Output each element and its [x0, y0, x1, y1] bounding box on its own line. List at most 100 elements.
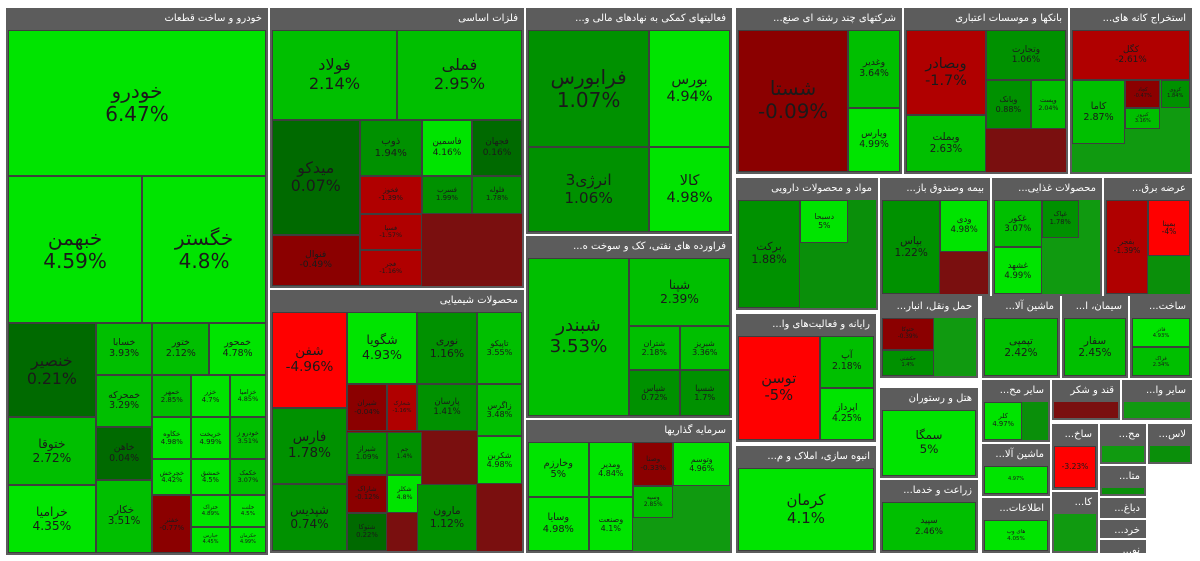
- sector[interactable]: حمل ونقل، انبار... حتوکا -0.39% حکشتی 1.4%: [880, 296, 978, 378]
- stock-tile[interactable]: خرامیا 4.35%: [8, 485, 96, 553]
- stock-tile[interactable]: تپمپی 2.42%: [984, 318, 1058, 376]
- sector[interactable]: مواد و محصولات دارویی برکت 1.88% دسبحا 5%: [736, 178, 878, 310]
- stock-tile[interactable]: خکاوه 4.98%: [152, 417, 192, 459]
- stock-tile[interactable]: جم 1.4%: [387, 431, 422, 475]
- stock-tile[interactable]: وسایا 4.98%: [528, 496, 589, 551]
- sector[interactable]: ماشین آلا... 4.97%: [982, 444, 1050, 496]
- stock-tile[interactable]: خفنر -0.77%: [152, 495, 192, 553]
- stock-tile[interactable]: شپنا 2.39%: [629, 258, 730, 326]
- stock-tile[interactable]: فلوله 1.78%: [472, 175, 522, 215]
- stock-tile[interactable]: کپرور 3.16%: [1125, 108, 1161, 130]
- stock-tile[interactable]: شبریز 3.36%: [679, 325, 730, 371]
- stock-tile[interactable]: شفن -4.96%: [272, 312, 347, 408]
- sector[interactable]: فراورده های نفتی، کک و سوخت ه... شبندر 3.5…: [526, 236, 732, 418]
- stock-tile[interactable]: فرابورس 1.07%: [528, 30, 650, 148]
- sector[interactable]: مح...: [1100, 424, 1146, 464]
- stock-tile[interactable]: فسپا -1.57%: [359, 214, 422, 251]
- stock-tile[interactable]: توسن -5%: [738, 336, 820, 440]
- stock-tile[interactable]: فسرب 1.99%: [422, 175, 472, 215]
- stock-tile[interactable]: 4.97%: [984, 466, 1048, 494]
- stock-tile[interactable]: فولاد 2.14%: [272, 30, 397, 120]
- stock-tile[interactable]: اپرداز 4.25%: [819, 388, 874, 440]
- stock-tile[interactable]: خاهن 0.04%: [95, 427, 153, 480]
- sector[interactable]: ساير مح... کلر 4.97%: [982, 380, 1050, 442]
- stock-tile[interactable]: شسپا 1.7%: [679, 370, 730, 416]
- stock-tile[interactable]: نوری 1.16%: [417, 312, 477, 384]
- stock-tile[interactable]: وپارس 4.99%: [848, 108, 900, 172]
- stock-tile[interactable]: خمحور 4.78%: [209, 322, 266, 376]
- stock-tile[interactable]: فنوال -0.49%: [272, 234, 360, 286]
- stock-tile[interactable]: مارون 1.12%: [417, 484, 477, 551]
- stock-tile[interactable]: شستا -0.09%: [738, 30, 849, 172]
- stock-tile[interactable]: ذوب 1.94%: [359, 119, 422, 176]
- stock-tile[interactable]: وصنعت 4.1%: [588, 496, 634, 551]
- stock-tile[interactable]: فخوز -1.39%: [359, 175, 422, 215]
- stock-tile[interactable]: بپاس 1.22%: [882, 200, 941, 294]
- stock-tile[interactable]: وبصادر -1.7%: [906, 30, 986, 116]
- stock-tile[interactable]: خلنت 4.5%: [229, 495, 266, 527]
- stock-tile[interactable]: کگل -2.61%: [1072, 30, 1190, 80]
- stock-tile[interactable]: وسپه 2.85%: [633, 485, 674, 519]
- stock-tile[interactable]: وصنا -0.33%: [633, 442, 674, 486]
- stock-tile[interactable]: شپاس 0.72%: [629, 370, 680, 416]
- stock-tile[interactable]: وتوسم 4.96%: [673, 442, 730, 486]
- stock-tile[interactable]: دسبحا 5%: [800, 200, 849, 244]
- stock-tile[interactable]: فراک 2.34%: [1132, 347, 1190, 376]
- stock-tile[interactable]: ختور 2.12%: [152, 322, 210, 376]
- stock-tile[interactable]: وتجارت 1.06%: [986, 30, 1066, 80]
- stock-tile[interactable]: شیراز 1.09%: [347, 431, 387, 475]
- stock-tile[interactable]: کلر 4.97%: [984, 402, 1023, 440]
- stock-tile[interactable]: شگویا 4.93%: [347, 312, 417, 384]
- stock-tile[interactable]: کروی 1.84%: [1160, 79, 1190, 109]
- stock-tile[interactable]: ختوقا 2.72%: [8, 417, 96, 485]
- stock-tile[interactable]: -3.23%: [1054, 446, 1096, 488]
- stock-tile[interactable]: خزر 4.7%: [191, 375, 230, 417]
- sector[interactable]: فلزات اساسی فولاد 2.14% فملی 2.95% میدکو 0.07%…: [270, 8, 524, 288]
- sector[interactable]: اطلاعات... های وب 4.05%: [982, 498, 1050, 553]
- sector[interactable]: محصولات غذایی... غکور 3.07% غپاک 1.78% غشهد 4.…: [992, 178, 1102, 296]
- stock-tile[interactable]: شکربن 4.98%: [477, 436, 522, 485]
- stock-tile[interactable]: فاذر 4.93%: [1132, 318, 1190, 347]
- sector[interactable]: سیمان، ا... سفار 2.45%: [1062, 296, 1128, 378]
- stock-tile[interactable]: حتوکا -0.39%: [882, 318, 934, 350]
- stock-tile[interactable]: وبانک 0.88%: [986, 79, 1031, 130]
- sector[interactable]: رایانه و فعالیت‌های وا... توسن -5% آپ 2.18% ا…: [736, 314, 876, 442]
- stock-tile[interactable]: میدکو 0.07%: [272, 119, 360, 235]
- stock-tile[interactable]: خودرو 6.47%: [8, 30, 266, 177]
- stock-tile[interactable]: خکرمان 4.99%: [229, 526, 266, 553]
- stock-tile[interactable]: های وب 4.05%: [984, 520, 1048, 551]
- stock-tile[interactable]: سمگا 5%: [882, 410, 976, 476]
- stock-tile[interactable]: وخارزم 5%: [528, 442, 589, 497]
- stock-tile[interactable]: خگستر 4.8%: [142, 176, 266, 323]
- sector[interactable]: سرمایه گذاریها وخارزم 5% ومدیر 4.84% وتوسم 4.9…: [526, 420, 732, 553]
- stock-tile[interactable]: خپارس 4.45%: [191, 526, 230, 553]
- sector[interactable]: استخراج کانه های... کگل -2.61% کاما 2.87% کچا…: [1070, 8, 1192, 174]
- sector[interactable]: بانکها و موسسات اعتباری وبصادر -1.7% وتجارت…: [904, 8, 1068, 174]
- sector[interactable]: هتل و رستوران سمگا 5%: [880, 388, 978, 478]
- sector[interactable]: قند و شکر: [1052, 380, 1120, 420]
- stock-tile[interactable]: خمشق 4.5%: [191, 458, 230, 496]
- sector[interactable]: محصولات شیمیایی شفن -4.96% شگویا 4.93% نوری 1.…: [270, 290, 524, 553]
- stock-tile[interactable]: ختراک 4.89%: [191, 495, 230, 527]
- stock-tile[interactable]: خسابا 3.93%: [95, 322, 153, 376]
- sector[interactable]: فعالیتهای کمکی به نهادهای مالی و... فرابو…: [526, 8, 732, 234]
- stock-tile[interactable]: فملی 2.95%: [397, 30, 522, 120]
- stock-tile[interactable]: سپید 2.46%: [882, 502, 976, 551]
- stock-tile[interactable]: غپاک 1.78%: [1041, 200, 1079, 238]
- stock-tile[interactable]: وبملت 2.63%: [906, 115, 986, 172]
- stock-tile[interactable]: شتران 2.18%: [629, 325, 680, 371]
- stock-tile[interactable]: خریخت 4.99%: [191, 417, 230, 459]
- stock-tile[interactable]: وغدیر 3.64%: [848, 30, 900, 109]
- stock-tile[interactable]: خکار 3.51%: [95, 479, 153, 553]
- sector[interactable]: ساخ... -3.23%: [1052, 424, 1098, 490]
- sector[interactable]: دباغ...: [1100, 498, 1146, 518]
- stock-tile[interactable]: بفجر -1.39%: [1106, 200, 1148, 294]
- stock-tile[interactable]: بورس 4.94%: [649, 30, 730, 148]
- sector[interactable]: شرکتهای چند رشته ای صنع... شستا -0.09% وغدی…: [736, 8, 902, 174]
- stock-tile[interactable]: برکت 1.88%: [738, 200, 801, 308]
- stock-tile[interactable]: شبندر 3.53%: [528, 258, 629, 416]
- stock-tile[interactable]: خنصیر 0.21%: [8, 322, 96, 417]
- stock-tile[interactable]: ومدیر 4.84%: [588, 442, 634, 497]
- stock-tile[interactable]: شتوکا 0.22%: [347, 512, 387, 551]
- stock-tile[interactable]: ودی 4.98%: [940, 200, 988, 252]
